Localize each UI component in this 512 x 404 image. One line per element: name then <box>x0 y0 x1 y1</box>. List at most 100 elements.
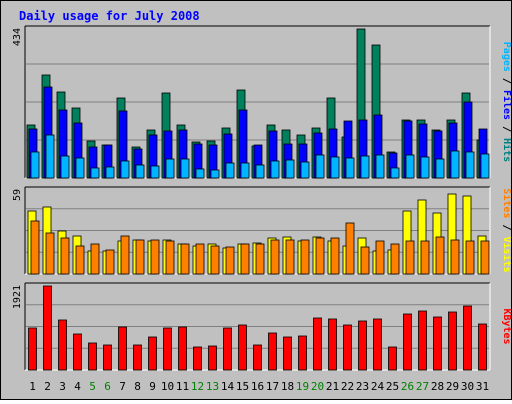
bar-kbytes-31 <box>478 323 487 371</box>
legend-entry: Files <box>501 90 511 120</box>
bar-sites-15 <box>240 243 250 275</box>
bar-pages-3 <box>60 155 70 179</box>
x-tick-label-4: 4 <box>74 380 81 393</box>
x-tick-label-7: 7 <box>119 380 126 393</box>
bar-sites-1 <box>30 220 40 275</box>
bar-kbytes-6 <box>103 344 112 371</box>
bar-kbytes-17 <box>268 332 277 371</box>
bar-sites-5 <box>90 243 100 275</box>
bar-pages-30 <box>465 151 475 179</box>
legend-entry: Sites <box>501 188 511 218</box>
x-tick-label-29: 29 <box>446 380 459 393</box>
x-tick-label-9: 9 <box>149 380 156 393</box>
bar-kbytes-24 <box>373 318 382 371</box>
x-tick-label-28: 28 <box>431 380 444 393</box>
bar-pages-9 <box>150 165 160 179</box>
bar-sites-24 <box>375 240 385 275</box>
x-tick-label-21: 21 <box>326 380 339 393</box>
bar-kbytes-22 <box>343 324 352 371</box>
bar-pages-18 <box>285 159 295 179</box>
bar-sites-3 <box>60 237 70 275</box>
x-tick-label-20: 20 <box>311 380 324 393</box>
bar-pages-1 <box>30 151 40 179</box>
bar-sites-6 <box>105 249 115 275</box>
bar-kbytes-8 <box>133 344 142 371</box>
bar-sites-9 <box>150 239 160 275</box>
legend-sv: Sites / Visits <box>501 188 511 272</box>
bar-pages-20 <box>315 154 325 179</box>
bar-kbytes-23 <box>358 320 367 371</box>
bar-sites-20 <box>315 237 325 275</box>
bar-pages-29 <box>450 150 460 179</box>
bar-sites-4 <box>75 245 85 275</box>
legend-entry: Hits <box>501 138 511 162</box>
bar-pages-5 <box>90 167 100 179</box>
bar-kbytes-9 <box>148 336 157 371</box>
x-tick-label-31: 31 <box>476 380 489 393</box>
y-axis-max-label-pfh: 434 <box>12 28 23 46</box>
bar-sites-22 <box>345 222 355 275</box>
x-tick-label-24: 24 <box>371 380 385 393</box>
bar-pages-15 <box>240 162 250 179</box>
bar-kbytes-3 <box>58 319 67 371</box>
x-tick-label-18: 18 <box>281 380 294 393</box>
y-axis-max-label-kb: 1921 <box>12 285 23 309</box>
bar-kbytes-5 <box>88 342 97 371</box>
legend-entry: / <box>501 72 511 90</box>
bar-kbytes-11 <box>178 326 187 371</box>
bar-pages-17 <box>270 160 280 179</box>
bar-sites-10 <box>165 240 175 275</box>
bar-kbytes-10 <box>163 327 172 371</box>
chart-title: Daily usage for July 2008 <box>19 9 200 23</box>
legend-entry: Pages <box>501 42 511 72</box>
x-tick-label-30: 30 <box>461 380 474 393</box>
bar-kbytes-29 <box>448 311 457 371</box>
bar-pages-11 <box>180 158 190 179</box>
bar-kbytes-12 <box>193 346 202 371</box>
bar-sites-16 <box>255 243 265 275</box>
x-tick-label-6: 6 <box>104 380 111 393</box>
bar-pages-13 <box>210 169 220 179</box>
bar-pages-10 <box>165 158 175 179</box>
bar-kbytes-14 <box>223 327 232 371</box>
bar-sites-23 <box>360 246 370 275</box>
bar-sites-8 <box>135 239 145 275</box>
bar-pages-21 <box>330 156 340 179</box>
bar-sites-13 <box>210 245 220 275</box>
x-tick-label-1: 1 <box>29 380 36 393</box>
x-tick-label-10: 10 <box>161 380 174 393</box>
bar-sites-14 <box>225 246 235 275</box>
x-tick-label-17: 17 <box>266 380 279 393</box>
bar-kbytes-2 <box>43 285 52 371</box>
bar-kbytes-25 <box>388 346 397 371</box>
bar-pages-22 <box>345 157 355 179</box>
x-tick-label-25: 25 <box>386 380 399 393</box>
bar-sites-19 <box>300 239 310 275</box>
bar-pages-14 <box>225 162 235 179</box>
bar-kbytes-21 <box>328 318 337 371</box>
bar-sites-17 <box>270 239 280 275</box>
bar-kbytes-30 <box>463 305 472 371</box>
bar-kbytes-16 <box>253 344 262 371</box>
legend-entry: Visits <box>501 237 511 273</box>
bar-kbytes-13 <box>208 345 217 371</box>
legend-pfh: Pages / Files / Hits <box>501 42 511 162</box>
x-tick-label-19: 19 <box>296 380 309 393</box>
bar-pages-8 <box>135 164 145 179</box>
bar-kbytes-28 <box>433 316 442 371</box>
bar-pages-31 <box>480 153 490 179</box>
bar-sites-26 <box>405 240 415 275</box>
bar-pages-2 <box>45 134 55 179</box>
x-tick-label-11: 11 <box>176 380 189 393</box>
bar-pages-7 <box>120 160 130 179</box>
bar-pages-24 <box>375 154 385 179</box>
bar-sites-27 <box>420 240 430 275</box>
bar-kbytes-4 <box>73 333 82 371</box>
bar-pages-12 <box>195 168 205 179</box>
bar-pages-27 <box>420 156 430 179</box>
bar-pages-25 <box>390 167 400 179</box>
bar-sites-18 <box>285 239 295 275</box>
bar-pages-6 <box>105 166 115 179</box>
